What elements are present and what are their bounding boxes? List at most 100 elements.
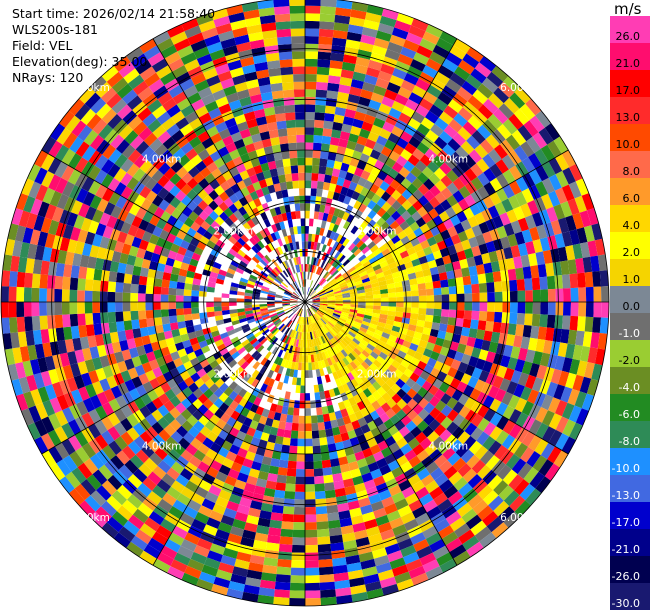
velocity-gate bbox=[196, 368, 207, 378]
velocity-gate bbox=[245, 16, 261, 27]
velocity-gate bbox=[263, 266, 272, 274]
velocity-gate bbox=[160, 44, 178, 59]
velocity-gate bbox=[443, 237, 454, 248]
velocity-gate bbox=[15, 393, 29, 411]
velocity-gate bbox=[313, 127, 324, 136]
velocity-gate bbox=[205, 258, 215, 267]
velocity-gate bbox=[490, 260, 501, 273]
velocity-gate bbox=[499, 449, 514, 465]
velocity-gate bbox=[70, 265, 80, 279]
velocity-gate bbox=[254, 242, 262, 252]
velocity-gate bbox=[471, 413, 484, 428]
velocity-gate bbox=[482, 153, 496, 168]
velocity-gate bbox=[24, 316, 33, 332]
velocity-gate bbox=[299, 400, 305, 409]
velocity-gate bbox=[463, 435, 477, 450]
velocity-gate bbox=[508, 394, 521, 409]
velocity-gate bbox=[63, 326, 73, 340]
velocity-gate bbox=[293, 330, 298, 339]
velocity-gate bbox=[339, 283, 348, 289]
velocity-gate bbox=[420, 117, 435, 130]
velocity-gate bbox=[267, 369, 275, 379]
velocity-gate bbox=[246, 315, 255, 321]
velocity-gate bbox=[331, 129, 342, 139]
velocity-gate bbox=[153, 278, 163, 287]
velocity-gate bbox=[331, 426, 341, 436]
velocity-gate bbox=[2, 333, 13, 350]
velocity-gate bbox=[331, 315, 339, 321]
velocity-gate bbox=[361, 349, 370, 358]
velocity-gate bbox=[278, 543, 293, 553]
velocity-gate bbox=[457, 159, 471, 173]
velocity-gate bbox=[200, 345, 211, 354]
velocity-gate bbox=[138, 373, 150, 385]
velocity-gate bbox=[342, 211, 350, 221]
velocity-gate bbox=[225, 325, 234, 332]
velocity-gate bbox=[401, 210, 412, 221]
colorbar-label: -30.0 bbox=[612, 597, 640, 610]
velocity-gate bbox=[132, 422, 146, 436]
velocity-gate bbox=[70, 389, 83, 404]
velocity-gate bbox=[462, 275, 472, 286]
velocity-gate bbox=[319, 293, 327, 298]
velocity-gate bbox=[327, 297, 336, 300]
velocity-gate bbox=[305, 20, 320, 29]
velocity-gate bbox=[514, 145, 529, 162]
velocity-gate bbox=[279, 221, 286, 230]
velocity-gate bbox=[290, 304, 299, 309]
velocity-gate bbox=[262, 328, 270, 336]
velocity-gate bbox=[93, 323, 103, 336]
velocity-gate bbox=[341, 270, 350, 278]
velocity-gate bbox=[335, 441, 345, 451]
velocity-gate bbox=[575, 258, 585, 274]
velocity-gate bbox=[234, 241, 243, 250]
velocity-gate bbox=[293, 195, 300, 204]
velocity-gate bbox=[430, 123, 444, 137]
velocity-gate bbox=[406, 205, 418, 216]
velocity-gate bbox=[333, 387, 341, 396]
velocity-gate bbox=[75, 188, 89, 204]
velocity-gate bbox=[316, 81, 328, 91]
velocity-gate bbox=[294, 203, 301, 212]
velocity-gate bbox=[318, 319, 325, 327]
velocity-gate bbox=[263, 227, 271, 237]
velocity-gate bbox=[333, 114, 345, 124]
colorbar-bin bbox=[610, 151, 650, 179]
velocity-gate bbox=[336, 448, 347, 459]
velocity-gate bbox=[554, 355, 566, 371]
velocity-gate bbox=[530, 325, 540, 339]
velocity-gate bbox=[281, 228, 288, 237]
velocity-gate bbox=[306, 332, 309, 340]
velocity-gate bbox=[330, 215, 338, 224]
velocity-gate bbox=[55, 327, 65, 342]
velocity-gate bbox=[366, 228, 375, 238]
velocity-gate bbox=[333, 288, 342, 293]
velocity-gate bbox=[16, 316, 26, 333]
velocity-gate bbox=[190, 372, 201, 383]
velocity-gate bbox=[356, 286, 365, 291]
velocity-gate bbox=[153, 244, 164, 255]
velocity-gate bbox=[332, 557, 347, 567]
velocity-gate bbox=[206, 225, 217, 235]
velocity-gate bbox=[261, 287, 269, 293]
velocity-gate bbox=[153, 385, 165, 398]
velocity-gate bbox=[173, 552, 191, 566]
velocity-gate bbox=[295, 112, 305, 120]
velocity-gate bbox=[418, 295, 427, 302]
velocity-gate bbox=[449, 377, 461, 390]
velocity-gate bbox=[130, 283, 139, 294]
velocity-gate bbox=[95, 81, 112, 98]
velocity-gate bbox=[180, 539, 197, 552]
velocity-gate bbox=[386, 339, 396, 347]
velocity-gate bbox=[314, 338, 320, 346]
velocity-gate bbox=[425, 566, 443, 580]
velocity-gate bbox=[555, 170, 569, 188]
velocity-gate bbox=[369, 363, 379, 372]
velocity-gate bbox=[237, 249, 246, 258]
velocity-gate bbox=[239, 170, 250, 181]
velocity-gate bbox=[96, 246, 107, 260]
velocity-gate bbox=[502, 302, 511, 313]
velocity-gate bbox=[340, 339, 348, 348]
velocity-gate bbox=[454, 351, 464, 362]
velocity-gate bbox=[377, 153, 389, 164]
